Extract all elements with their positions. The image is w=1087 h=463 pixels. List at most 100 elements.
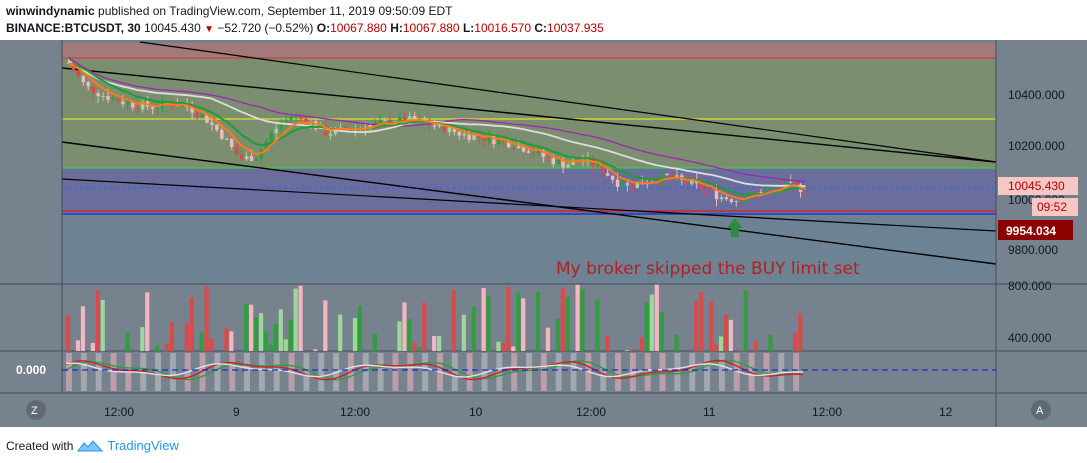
candle-body xyxy=(551,158,555,165)
volume-tick: 400.000 xyxy=(1008,331,1052,345)
oscillator-bar xyxy=(778,353,785,391)
volume-bar xyxy=(184,323,189,351)
resistance-zone xyxy=(62,43,996,58)
volume-bar xyxy=(521,298,526,351)
volume-bar xyxy=(249,304,254,351)
oscillator-bar xyxy=(674,353,681,391)
candle-body xyxy=(403,117,407,123)
oscillator-bar xyxy=(377,353,384,391)
candle-body xyxy=(452,127,457,132)
candle-body xyxy=(200,114,204,117)
volume-bar xyxy=(293,288,298,351)
candle-body xyxy=(536,150,541,154)
volume-bar xyxy=(501,343,506,351)
candle-body xyxy=(388,120,392,126)
volume-bar xyxy=(80,306,86,351)
candle-body xyxy=(264,141,269,151)
candle-body xyxy=(442,123,447,133)
oscillator-bar xyxy=(644,353,651,391)
candle-body xyxy=(566,164,570,168)
chart-frame[interactable]: My broker skipped the BUY limit set 1040… xyxy=(0,40,1087,427)
volume-bars-group xyxy=(66,284,803,351)
last-price: 10045.430 xyxy=(144,21,201,35)
oscillator-bar xyxy=(66,353,72,391)
volume-bar xyxy=(140,327,145,351)
volume-bar xyxy=(511,346,516,351)
close-label: C: xyxy=(534,21,548,35)
candle-body xyxy=(699,183,704,190)
volume-bar xyxy=(164,343,170,351)
created-with-text: Created with xyxy=(6,438,74,453)
volume-bar xyxy=(244,303,249,351)
candle-body xyxy=(447,127,452,133)
open-label: O: xyxy=(316,21,331,35)
price-tick: 10200.000 xyxy=(1008,139,1065,153)
candle-body xyxy=(511,147,516,149)
close-value: 10037.935 xyxy=(547,21,604,35)
candle-body xyxy=(605,173,610,176)
auto-scale-button[interactable] xyxy=(1031,400,1051,420)
candle-body xyxy=(215,124,219,130)
price-tick: 9800.000 xyxy=(1008,243,1058,257)
volume-bar xyxy=(402,302,407,351)
volume-bar xyxy=(595,299,600,351)
tradingview-link[interactable]: TradingView xyxy=(107,438,179,453)
oscillator-bar xyxy=(451,353,458,391)
open-value: 10067.880 xyxy=(330,21,387,35)
zoom-button[interactable] xyxy=(26,400,46,420)
volume-bar xyxy=(575,284,580,351)
volume-bar xyxy=(654,284,659,351)
price-tick: 10400.000 xyxy=(1008,88,1065,102)
countdown-badge xyxy=(1032,198,1078,216)
footer: Created with TradingView xyxy=(6,438,179,453)
time-tick: 11 xyxy=(703,405,716,419)
oscillator-zero-label: 0.000 xyxy=(16,363,46,377)
author-name[interactable]: winwindynamic xyxy=(6,4,95,18)
candle-body xyxy=(462,133,466,136)
candle-body xyxy=(304,118,308,125)
candle-body xyxy=(793,181,798,185)
oscillator-bar xyxy=(362,353,369,391)
candle-body xyxy=(323,125,328,136)
time-tick: 10 xyxy=(469,405,483,419)
candle-body xyxy=(408,115,412,123)
candle-body xyxy=(86,81,90,87)
limit-price-badge xyxy=(998,220,1073,240)
candle-body xyxy=(690,180,694,184)
candle-body xyxy=(630,182,635,189)
oscillator-bar xyxy=(540,353,547,391)
candle-body xyxy=(413,115,417,121)
volume-bar xyxy=(718,336,724,351)
candle-body xyxy=(116,98,120,102)
candle-body xyxy=(76,70,81,76)
oscillator-bar xyxy=(199,353,206,391)
volume-bar xyxy=(699,292,704,351)
volume-bar xyxy=(90,342,95,351)
candle-body xyxy=(190,106,194,113)
volume-bar xyxy=(461,314,466,351)
time-tick: 12:00 xyxy=(104,405,134,419)
oscillator-bar xyxy=(704,353,711,391)
volume-bar xyxy=(323,300,328,351)
oscillator-bar xyxy=(526,353,532,391)
low-label: L: xyxy=(462,21,475,35)
candle-body xyxy=(284,119,288,125)
price-axis[interactable] xyxy=(997,40,1087,284)
oscillator-bar xyxy=(733,353,740,391)
volume-bar xyxy=(793,332,798,351)
candle-body xyxy=(546,156,551,159)
candle-body xyxy=(467,133,471,140)
volume-bar xyxy=(639,337,645,351)
oscillator-bar xyxy=(80,353,87,391)
publish-line: winwindynamic published on TradingView.c… xyxy=(6,4,452,18)
candle-body xyxy=(556,159,560,165)
volume-bar xyxy=(199,332,204,351)
candle-body xyxy=(383,120,387,122)
candle-body xyxy=(398,117,402,124)
volume-bar xyxy=(145,292,150,351)
candle-body xyxy=(81,75,86,82)
candle-body xyxy=(561,159,565,168)
oscillator-bar xyxy=(629,353,636,391)
candle-body xyxy=(274,128,278,134)
oscillator-bar xyxy=(481,353,488,391)
